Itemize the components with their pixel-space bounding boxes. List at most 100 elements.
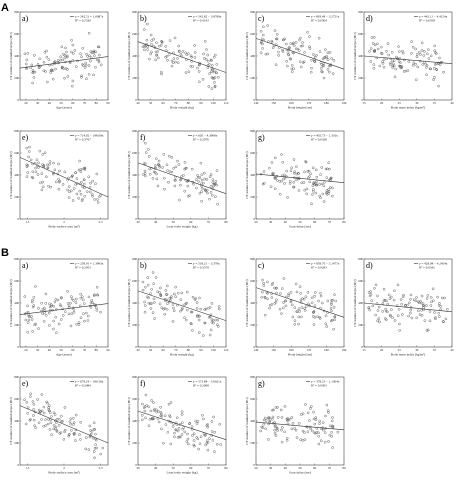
data-point (160, 72, 163, 76)
x-tick-label: 190 (342, 348, 347, 352)
data-point (160, 415, 164, 418)
y-tick-label: 200 (358, 76, 363, 80)
data-point (382, 65, 386, 69)
y-tick-label: 600 (250, 151, 255, 155)
data-point (299, 298, 303, 302)
data-point (77, 197, 80, 200)
data-point (407, 314, 410, 318)
data-point (175, 416, 179, 420)
data-point (186, 184, 190, 188)
data-point (70, 189, 73, 193)
data-point (144, 151, 148, 154)
data-point (81, 47, 85, 50)
data-point (173, 431, 176, 435)
data-point (88, 424, 92, 428)
data-point (367, 306, 371, 310)
data-point (190, 167, 194, 171)
data-point (32, 414, 35, 417)
data-point (184, 302, 188, 306)
y-tick-label: 600 (250, 32, 255, 36)
data-point (88, 435, 92, 439)
data-point (208, 437, 211, 441)
data-point (164, 289, 168, 292)
data-point (87, 295, 91, 299)
data-point (152, 297, 156, 301)
data-point (149, 409, 153, 413)
data-point (385, 50, 388, 53)
x-tick-label: 150 (271, 101, 276, 105)
panel-label: b) (140, 261, 147, 270)
data-point (177, 427, 181, 430)
data-point (81, 197, 84, 201)
data-point (82, 182, 86, 186)
data-point (324, 322, 328, 326)
data-point (322, 76, 326, 80)
data-point (214, 180, 218, 183)
data-point (434, 316, 437, 319)
y-tick-label: 200 (250, 195, 255, 199)
data-point (96, 45, 100, 49)
data-point (154, 276, 158, 279)
data-point (285, 169, 288, 173)
data-point (377, 317, 381, 320)
data-point (293, 427, 296, 430)
data-point (308, 35, 311, 38)
data-point (52, 411, 56, 415)
data-point (37, 408, 41, 412)
data-point (42, 424, 46, 428)
data-point (300, 181, 303, 185)
data-point (51, 63, 54, 66)
panel-a-c: c) 0 200 400 600 800 140 150 160 170 180 190 Body he… (245, 10, 347, 110)
legend-r2: R² = 0.3579 (193, 266, 209, 270)
data-point (144, 162, 147, 165)
data-point (187, 442, 190, 446)
data-point (209, 185, 213, 188)
data-point (50, 433, 53, 436)
data-point (389, 313, 392, 317)
data-point (59, 431, 63, 434)
x-tick-label: 15 (362, 101, 366, 105)
y-tick-label: 800 (250, 257, 255, 261)
data-point (291, 303, 294, 307)
data-point (274, 406, 278, 409)
data-point (150, 43, 153, 46)
data-point (321, 192, 325, 196)
data-point (403, 58, 406, 62)
data-point (198, 315, 201, 318)
data-point (155, 53, 159, 57)
x-tick-label: 30 (136, 466, 140, 470)
data-point (141, 280, 145, 284)
data-point (181, 50, 185, 53)
data-point (288, 57, 292, 60)
data-point (89, 181, 92, 185)
y-tick-label: 0 (17, 463, 19, 467)
panel-label: d) (366, 14, 373, 23)
y-axis-label: CT number of bundled stripe (HU) (9, 32, 13, 79)
x-tick-label: 20 (254, 220, 258, 224)
data-point (202, 417, 205, 421)
data-point (141, 288, 145, 292)
data-point (26, 321, 30, 324)
data-point (186, 308, 189, 312)
data-point (394, 67, 397, 71)
data-point (280, 153, 283, 156)
data-point (177, 163, 181, 166)
data-point (200, 200, 203, 203)
data-point (310, 296, 314, 300)
data-point (333, 293, 336, 296)
data-point (203, 57, 206, 60)
data-point (421, 63, 424, 66)
data-point (193, 56, 197, 59)
data-point (37, 161, 40, 165)
data-point (155, 54, 158, 57)
data-point (423, 50, 426, 53)
data-point (202, 334, 205, 337)
data-point (155, 41, 158, 45)
data-point (285, 42, 288, 46)
data-point (34, 170, 38, 174)
data-point (295, 172, 299, 176)
x-tick-label: 25 (398, 101, 402, 105)
data-point (276, 406, 279, 409)
